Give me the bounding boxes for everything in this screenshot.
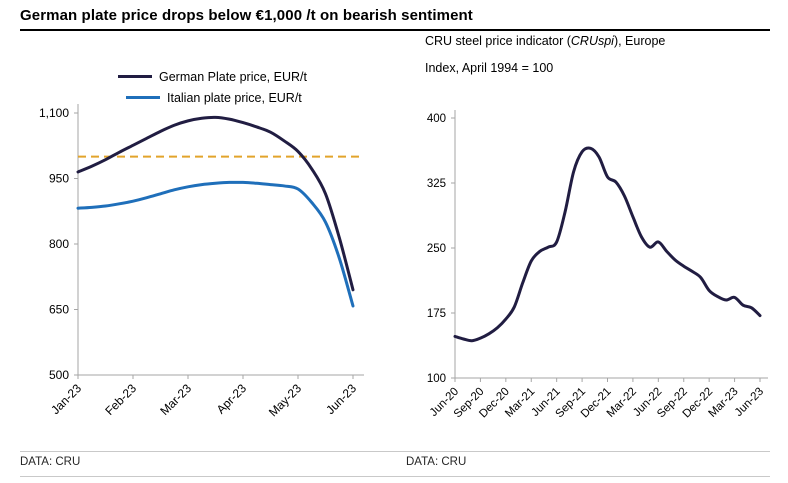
x-tick-label: Jun-23: [323, 381, 359, 417]
legend-swatch-italian-plate: [126, 96, 160, 99]
legend: German Plate price, EUR/t Italian plate …: [118, 66, 307, 108]
x-tick-label: Apr-23: [214, 381, 250, 417]
right-chart-title-prefix: CRU steel price indicator (: [425, 34, 571, 48]
y-tick-label: 400: [427, 113, 446, 125]
right-chart: CRU steel price indicator (CRUspi), Euro…: [405, 30, 787, 444]
footer-divider-top: [20, 451, 770, 452]
y-tick-label: 500: [49, 368, 69, 382]
page-title: German plate price drops below €1,000 /t…: [20, 7, 473, 24]
x-tick-label: Jan-23: [48, 381, 84, 417]
y-tick-label: 100: [427, 373, 446, 385]
y-tick-label: 250: [427, 243, 446, 255]
header-divider: [20, 29, 770, 31]
y-tick-label: 175: [427, 308, 446, 320]
left-chart: 500 650 800 950 1,100 Jan-23 Feb-23 Mar-23 Apr-2…: [20, 38, 392, 444]
y-tick-label: 800: [49, 237, 69, 251]
series-line-0: [453, 146, 762, 343]
legend-swatch-german-plate: [118, 75, 152, 78]
y-tick-label: 325: [427, 178, 446, 190]
x-tick-label: May-23: [266, 381, 304, 419]
y-tick-label: 1,100: [39, 106, 69, 120]
legend-item-german-plate: German Plate price, EUR/t: [118, 66, 307, 87]
footer-divider-bottom: [20, 476, 770, 477]
y-tick-label: 950: [49, 172, 69, 186]
footer-source-left: DATA: CRU: [20, 456, 81, 468]
y-tick-label: 650: [49, 303, 69, 317]
series-line-1: [76, 180, 355, 308]
footer-source-right: DATA: CRU: [406, 456, 467, 468]
series-line-0: [76, 115, 355, 292]
right-chart-svg: 100175250325400Jun-20Sep-20Dec-20Mar-21J…: [427, 110, 768, 420]
legend-item-italian-plate: Italian plate price, EUR/t: [126, 87, 307, 108]
right-chart-subtitle: Index, April 1994 = 100: [425, 61, 554, 75]
left-chart-svg: 500 650 800 950 1,100 Jan-23 Feb-23 Mar-23 Apr-2…: [39, 104, 364, 419]
right-chart-title-suffix: ), Europe: [613, 34, 666, 48]
legend-label-italian-plate: Italian plate price, EUR/t: [167, 90, 302, 105]
right-chart-title: CRU steel price indicator (CRUspi), Euro…: [425, 34, 665, 48]
right-chart-title-italic: CRUspi: [570, 34, 614, 48]
legend-label-german-plate: German Plate price, EUR/t: [159, 69, 307, 84]
x-tick-label: Jun-23: [733, 386, 766, 419]
x-tick-label: Mar-23: [157, 381, 194, 418]
x-tick-label: Feb-23: [102, 381, 139, 418]
